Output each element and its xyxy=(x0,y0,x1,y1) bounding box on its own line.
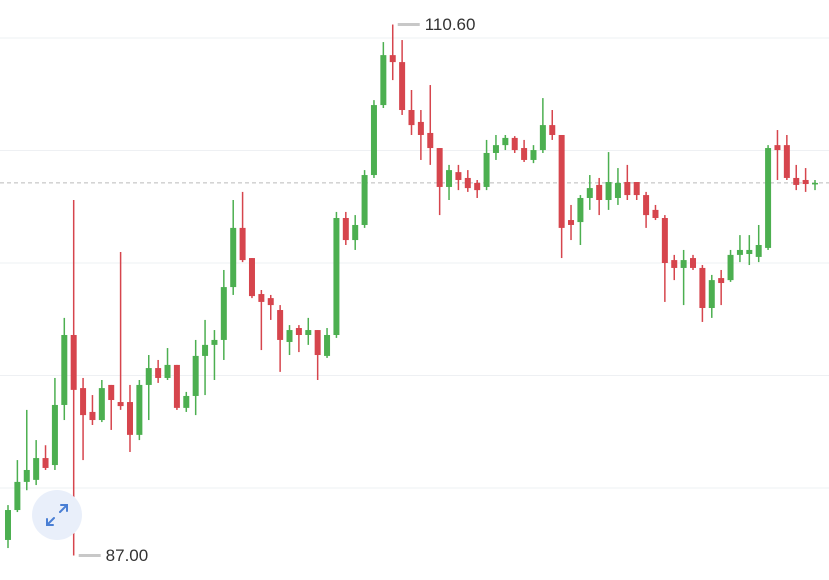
candle-body xyxy=(793,177,800,185)
candle-body xyxy=(352,224,359,241)
candle-body xyxy=(661,218,668,264)
candle-body xyxy=(98,388,105,421)
candle-body xyxy=(812,182,818,185)
candle-body xyxy=(51,404,58,466)
candle-body xyxy=(305,330,312,335)
grid xyxy=(0,37,829,489)
candle-body xyxy=(183,395,190,408)
candle-body xyxy=(23,469,30,482)
candle-body xyxy=(596,184,603,201)
candle-body xyxy=(211,339,218,345)
candle-body xyxy=(155,368,162,378)
candle-body xyxy=(558,134,565,228)
candle-body xyxy=(652,209,659,219)
candle-body xyxy=(333,218,340,335)
candle-body xyxy=(502,137,509,146)
candle-body xyxy=(192,355,199,396)
candle-body xyxy=(61,334,68,405)
candle-body xyxy=(14,481,21,511)
candle-body xyxy=(446,170,453,187)
candle-body xyxy=(399,62,406,111)
candle-body xyxy=(568,220,575,225)
candle-body xyxy=(633,182,640,196)
candle-body xyxy=(530,150,537,160)
candle-body xyxy=(643,195,650,216)
candle-body xyxy=(746,249,753,255)
candle-body xyxy=(483,152,490,187)
candle-body xyxy=(765,148,772,248)
candle-body xyxy=(230,227,237,288)
candle-body xyxy=(708,280,715,308)
candle-body xyxy=(671,260,678,268)
candle-body xyxy=(286,330,293,342)
candle-body xyxy=(736,249,743,255)
expand-button[interactable] xyxy=(32,490,82,540)
candle-body xyxy=(173,364,180,408)
candle-body xyxy=(455,172,462,180)
candle-body xyxy=(248,258,255,297)
candle-body xyxy=(117,402,124,407)
candle-body xyxy=(680,260,687,268)
candle-body xyxy=(690,258,697,268)
candle-body xyxy=(464,177,471,189)
candle-body xyxy=(699,267,706,308)
candle-body xyxy=(605,182,612,201)
expand-icon[interactable] xyxy=(46,504,68,526)
candle-body xyxy=(202,344,209,356)
annotations: 110.60 87.00 xyxy=(78,15,476,565)
candle-body xyxy=(521,148,528,160)
candle-body xyxy=(258,294,265,302)
candle-body xyxy=(389,55,396,63)
candle-body xyxy=(108,384,115,401)
candle-body xyxy=(295,328,302,335)
candle-body xyxy=(324,334,331,356)
annotation-label: 87.00 xyxy=(106,546,149,565)
candle-body xyxy=(624,182,631,196)
candle-body xyxy=(164,364,171,378)
candle-body xyxy=(417,121,424,135)
candle-body xyxy=(342,218,349,241)
candle-body xyxy=(145,368,152,385)
candle-body xyxy=(42,458,49,468)
candle-body xyxy=(5,510,11,540)
candle-body xyxy=(586,188,593,198)
candle-body xyxy=(718,278,725,284)
candle-body xyxy=(361,175,368,225)
candle-body xyxy=(314,330,321,356)
candle-body xyxy=(727,254,734,281)
candle-body xyxy=(492,145,499,153)
candle-body xyxy=(370,105,377,176)
candle-body xyxy=(427,132,434,149)
candle-body xyxy=(511,137,518,151)
candle-body xyxy=(802,179,809,185)
candle-body xyxy=(783,145,790,178)
candle-body xyxy=(80,388,87,416)
candle-body xyxy=(277,310,284,340)
annotation-label: 110.60 xyxy=(425,15,476,34)
candle-body xyxy=(436,148,443,187)
candles xyxy=(5,24,818,556)
candle-body xyxy=(126,402,133,435)
candle-body xyxy=(577,197,584,223)
candle-body xyxy=(380,55,387,106)
candle-body xyxy=(220,287,227,340)
candle-body xyxy=(755,245,762,257)
candle-body xyxy=(136,384,143,435)
candle-body xyxy=(549,125,556,135)
candle-body xyxy=(239,227,246,261)
candle-body xyxy=(33,458,40,480)
candle-body xyxy=(70,334,77,390)
expand-button-bg[interactable] xyxy=(32,490,82,540)
candle-body xyxy=(774,145,781,151)
candle-body xyxy=(267,298,274,306)
candle-body xyxy=(89,411,96,421)
candle-body xyxy=(474,182,481,191)
candle-body xyxy=(614,182,621,198)
candle-body xyxy=(408,110,415,126)
candle-body xyxy=(539,125,546,151)
